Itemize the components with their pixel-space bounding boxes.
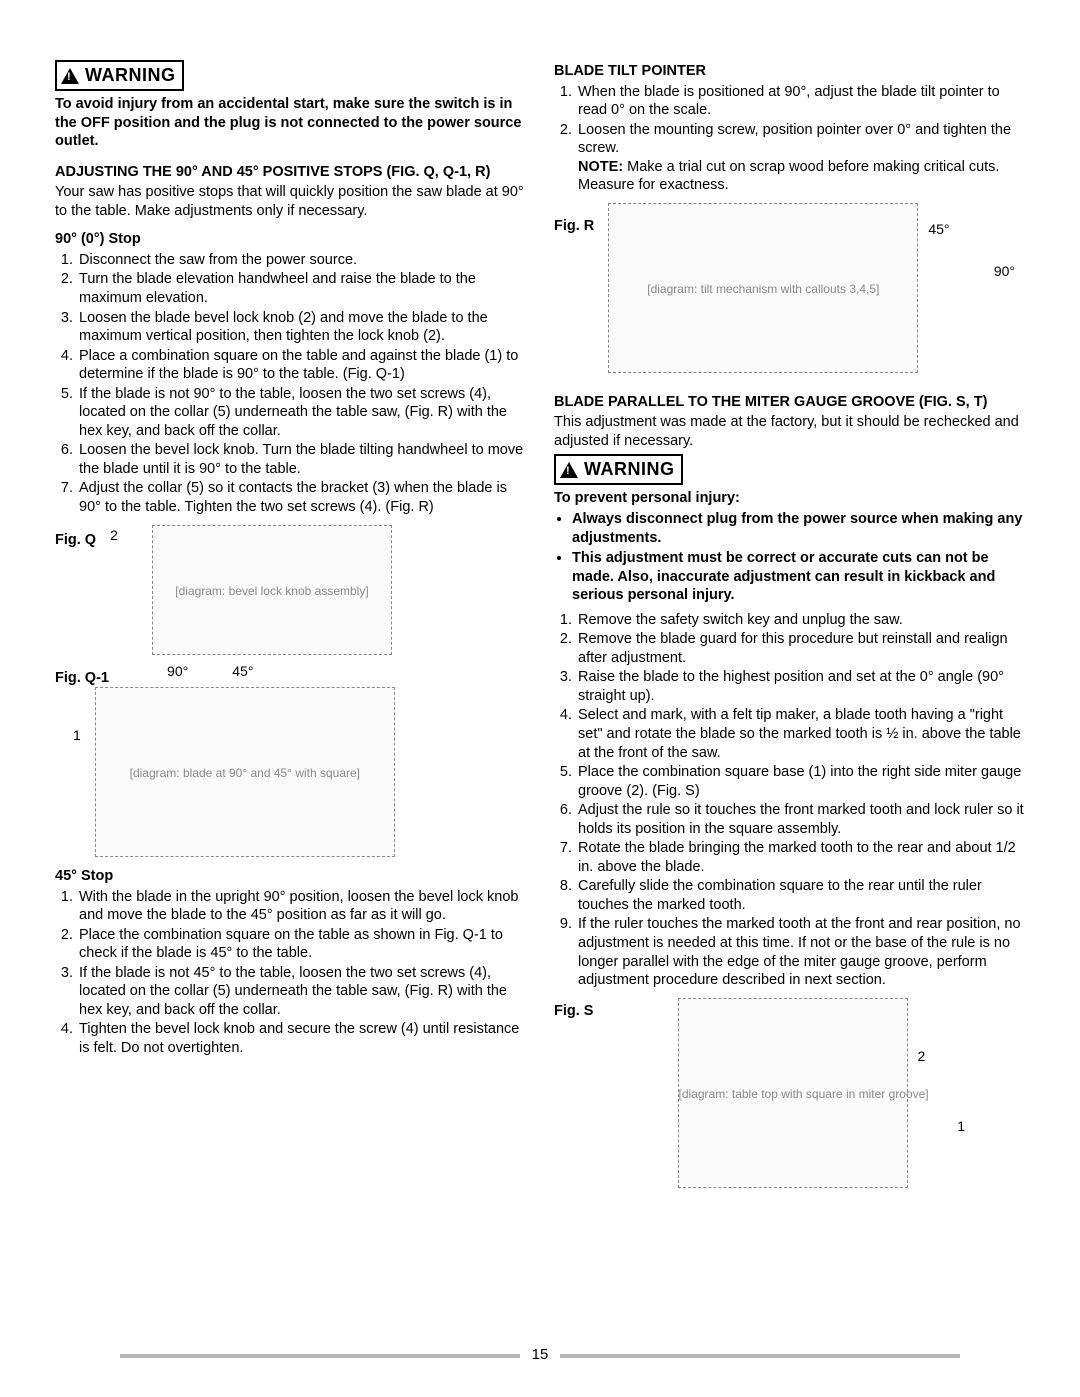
step: Loosen the mounting screw, position poin… (576, 121, 1025, 195)
step: Remove the safety switch key and unplug … (576, 611, 1025, 630)
fig-r-label: Fig. R (554, 217, 594, 236)
right-column: BLADE TILT POINTER When the blade is pos… (554, 62, 1025, 1196)
warning-label: WARNING (85, 64, 176, 87)
bullet: This adjustment must be correct or accur… (572, 549, 1025, 605)
figure-r-diagram: [diagram: tilt mechanism with callouts 3… (608, 203, 918, 373)
warning-label: WARNING (584, 458, 675, 481)
fig-q-callout-2: 2 (110, 527, 118, 545)
step: When the blade is positioned at 90°, adj… (576, 83, 1025, 120)
step: Tighten the bevel lock knob and secure t… (77, 1020, 526, 1057)
stop-90-steps: Disconnect the saw from the power source… (55, 251, 526, 517)
step: Disconnect the saw from the power source… (77, 251, 526, 270)
figure-q-diagram: [diagram: bevel lock knob assembly] (152, 525, 392, 655)
manual-page: WARNING To avoid injury from an accident… (0, 0, 1080, 1397)
note-text: Make a trial cut on scrap wood before ma… (578, 159, 999, 194)
step: Rotate the blade bringing the marked too… (576, 839, 1025, 876)
warning-box-2: WARNING (554, 454, 683, 485)
step: Carefully slide the combination square t… (576, 877, 1025, 914)
step: Select and mark, with a felt tip maker, … (576, 706, 1025, 762)
tilt-title: BLADE TILT POINTER (554, 62, 1025, 81)
warn2-bullets: Always disconnect plug from the power so… (554, 510, 1025, 605)
parallel-steps: Remove the safety switch key and unplug … (554, 611, 1025, 990)
step: With the blade in the upright 90° positi… (77, 888, 526, 925)
left-column: WARNING To avoid injury from an accident… (55, 60, 526, 1196)
stop-45-steps: With the blade in the upright 90° positi… (55, 888, 526, 1058)
step: Adjust the rule so it touches the front … (576, 801, 1025, 838)
page-footer: 15 (0, 1345, 1080, 1365)
step: If the blade is not 90° to the table, lo… (77, 385, 526, 441)
figure-q-row: Fig. Q 2 [diagram: bevel lock knob assem… (55, 525, 526, 655)
figure-q1-body: 1 [diagram: blade at 90° and 45° with sq… (55, 687, 526, 857)
figure-q1-row: Fig. Q-1 90° 45° (55, 663, 526, 688)
fig-r-45: 45° (928, 221, 949, 239)
tilt-steps: When the blade is positioned at 90°, adj… (554, 83, 1025, 195)
stop-90-title: 90° (0°) Stop (55, 230, 526, 249)
warning-box-1: WARNING (55, 60, 184, 91)
fig-q1-90: 90° (167, 663, 188, 681)
fig-q1-label: Fig. Q-1 (55, 669, 109, 688)
step: Place the combination square base (1) in… (576, 763, 1025, 800)
bullet: Always disconnect plug from the power so… (572, 510, 1025, 547)
fig-q1-45: 45° (232, 663, 253, 681)
fig-s-label: Fig. S (554, 1002, 593, 1021)
stop-45-title: 45° Stop (55, 867, 526, 886)
step: Adjust the collar (5) so it contacts the… (77, 479, 526, 516)
step: Raise the blade to the highest position … (576, 668, 1025, 705)
step: Remove the blade guard for this procedur… (576, 630, 1025, 667)
parallel-title: BLADE PARALLEL TO THE MITER GAUGE GROOVE… (554, 393, 1025, 412)
fig-q-label: Fig. Q (55, 531, 96, 550)
fig-q1-callout-1: 1 (73, 727, 81, 745)
step: If the ruler touches the marked tooth at… (576, 915, 1025, 989)
warning-1-text: To avoid injury from an accidental start… (55, 95, 526, 151)
fig-s-callout-2: 2 (918, 1048, 926, 1066)
figure-s-diagram: [diagram: table top with square in miter… (678, 998, 908, 1188)
two-column-layout: WARNING To avoid injury from an accident… (55, 60, 1025, 1196)
parallel-body: This adjustment was made at the factory,… (554, 413, 1025, 450)
adjusting-body: Your saw has positive stops that will qu… (55, 183, 526, 220)
step: Loosen the blade bevel lock knob (2) and… (77, 309, 526, 346)
step: Turn the blade elevation handwheel and r… (77, 270, 526, 307)
warning-triangle-icon (560, 462, 578, 478)
figure-q1-diagram: [diagram: blade at 90° and 45° with squa… (95, 687, 395, 857)
step: Place the combination square on the tabl… (77, 926, 526, 963)
note-label: NOTE: (578, 159, 623, 175)
step: Loosen the bevel lock knob. Turn the bla… (77, 441, 526, 478)
step: If the blade is not 45° to the table, lo… (77, 964, 526, 1020)
warn2-intro: To prevent personal injury: (554, 489, 1025, 508)
footer-rule-left (120, 1354, 520, 1358)
tilt-step-2-text: Loosen the mounting screw, position poin… (578, 122, 1011, 157)
footer-rule-right (560, 1354, 960, 1358)
page-number: 15 (532, 1346, 549, 1363)
step: Place a combination square on the table … (77, 347, 526, 384)
warning-triangle-icon (61, 68, 79, 84)
adjusting-title: ADJUSTING THE 90° AND 45° POSITIVE STOPS… (55, 163, 526, 182)
